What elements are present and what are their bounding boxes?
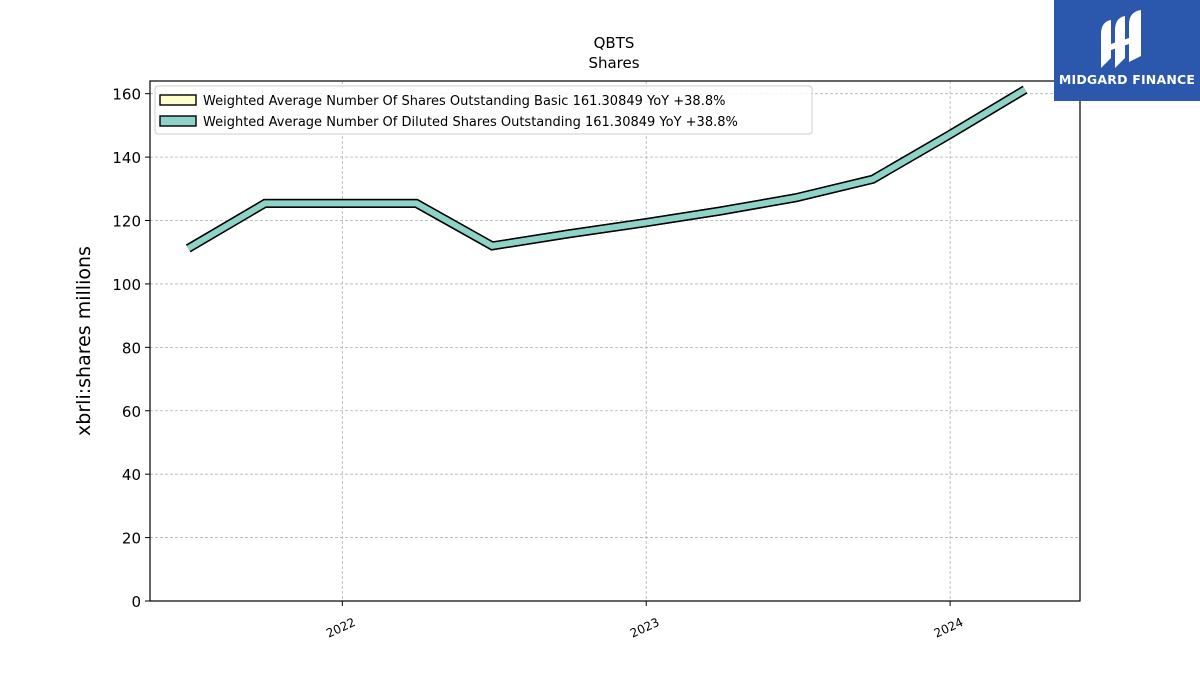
y-tick-label: 140 — [112, 149, 141, 167]
series-lines — [186, 85, 1028, 253]
plot-area-frame — [149, 80, 1081, 602]
midgard-logo-icon — [1101, 10, 1141, 68]
y-tick-label: 120 — [112, 213, 141, 231]
y-tick-label: 20 — [122, 530, 141, 548]
y-tick-label: 40 — [122, 466, 141, 484]
legend-entry: Weighted Average Number Of Diluted Share… — [203, 115, 738, 130]
logo-text: MIDGARD FINANCE — [1058, 72, 1196, 87]
y-tick-label: 160 — [112, 86, 141, 104]
legend-swatch — [159, 115, 197, 127]
y-tick-label: 60 — [122, 403, 141, 421]
y-tick-label: 0 — [131, 593, 141, 611]
chart-subtitle: Shares — [588, 54, 639, 72]
series-line-2 — [186, 85, 1028, 253]
y-tick-label: 80 — [122, 339, 141, 357]
legend-entry: Weighted Average Number Of Shares Outsta… — [203, 94, 725, 109]
y-axis-label: xbrli:shares millions — [73, 246, 95, 436]
chart-title: QBTS — [594, 34, 635, 52]
legend: Weighted Average Number Of Shares Outsta… — [154, 85, 813, 135]
x-axis: 2022 2023 2024 — [324, 601, 965, 641]
y-axis: 0 20 40 60 80 100 120 140 160 — [112, 86, 150, 611]
midgard-finance-logo: MIDGARD FINANCE — [1054, 0, 1200, 101]
x-tick-label: 2023 — [628, 615, 662, 641]
legend-box — [154, 85, 813, 135]
legend-swatch — [159, 94, 197, 106]
x-tick-label: 2022 — [324, 615, 358, 641]
series-line-fill — [186, 87, 1027, 251]
y-tick-label: 100 — [112, 276, 141, 294]
grid — [150, 81, 1080, 602]
x-tick-label: 2024 — [932, 615, 966, 641]
